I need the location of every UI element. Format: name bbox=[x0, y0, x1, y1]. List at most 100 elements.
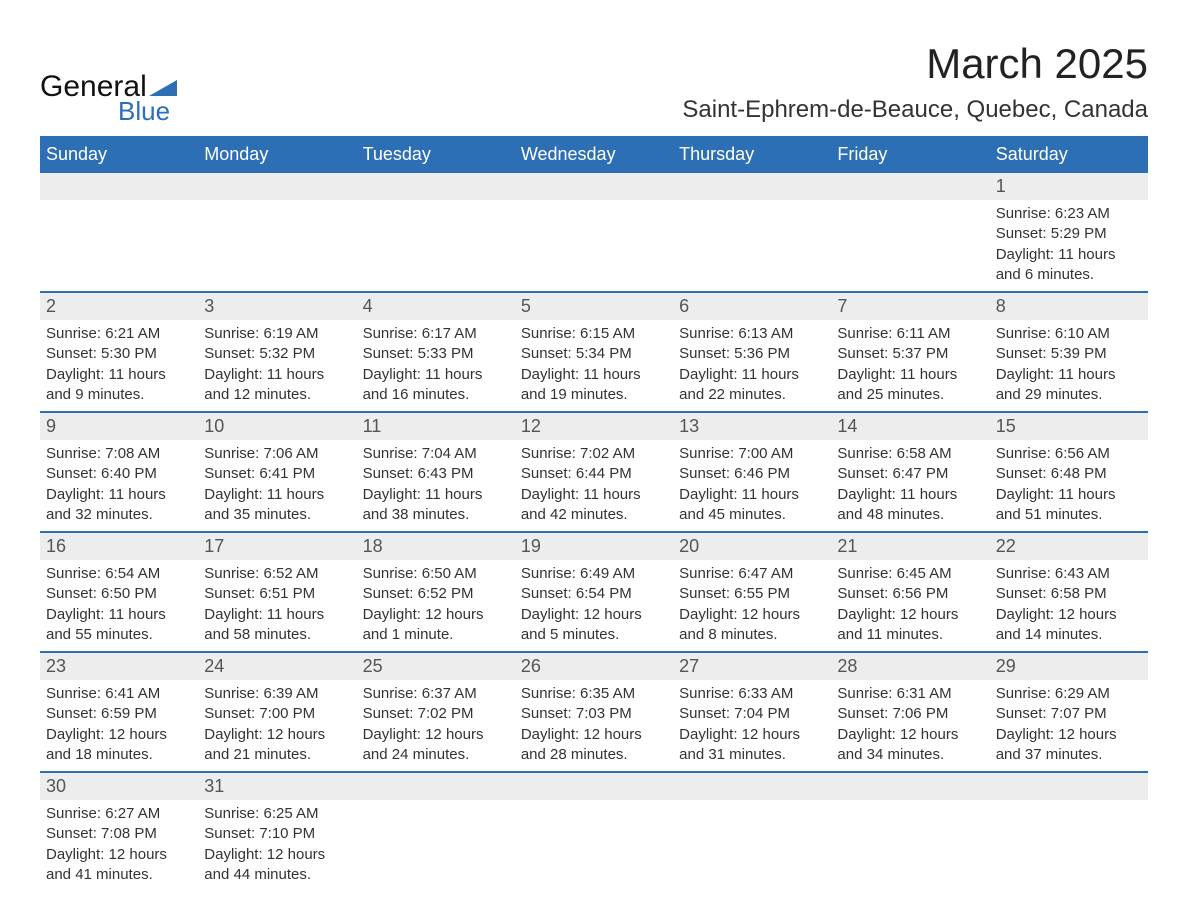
day-number bbox=[673, 773, 831, 800]
daylight-text: Daylight: 11 hours bbox=[204, 605, 350, 625]
day-number: 30 bbox=[40, 773, 198, 800]
day-number: 1 bbox=[990, 173, 1148, 200]
day-number: 17 bbox=[198, 533, 356, 560]
weekday-header-cell: Tuesday bbox=[357, 136, 515, 173]
daylight-text: and 35 minutes. bbox=[204, 505, 350, 525]
daylight-text: Daylight: 12 hours bbox=[679, 725, 825, 745]
daylight-text: Daylight: 12 hours bbox=[837, 605, 983, 625]
day-detail-cell: Sunrise: 6:52 AMSunset: 6:51 PMDaylight:… bbox=[198, 560, 356, 651]
daylight-text: Daylight: 12 hours bbox=[46, 725, 192, 745]
day-detail-cell: Sunrise: 6:31 AMSunset: 7:06 PMDaylight:… bbox=[831, 680, 989, 771]
detail-row: Sunrise: 6:21 AMSunset: 5:30 PMDaylight:… bbox=[40, 320, 1148, 411]
detail-row: Sunrise: 6:23 AMSunset: 5:29 PMDaylight:… bbox=[40, 200, 1148, 291]
sunset-text: Sunset: 6:41 PM bbox=[204, 464, 350, 484]
daylight-text: and 22 minutes. bbox=[679, 385, 825, 405]
day-number: 23 bbox=[40, 653, 198, 680]
sunrise-text: Sunrise: 6:58 AM bbox=[837, 444, 983, 464]
sunset-text: Sunset: 7:03 PM bbox=[521, 704, 667, 724]
daylight-text: Daylight: 12 hours bbox=[679, 605, 825, 625]
daylight-text: Daylight: 11 hours bbox=[46, 485, 192, 505]
sunset-text: Sunset: 7:10 PM bbox=[204, 824, 350, 844]
day-detail-cell: Sunrise: 6:11 AMSunset: 5:37 PMDaylight:… bbox=[831, 320, 989, 411]
sunset-text: Sunset: 6:54 PM bbox=[521, 584, 667, 604]
sunset-text: Sunset: 5:30 PM bbox=[46, 344, 192, 364]
sunrise-text: Sunrise: 6:39 AM bbox=[204, 684, 350, 704]
daylight-text: Daylight: 11 hours bbox=[204, 485, 350, 505]
daylight-text: Daylight: 11 hours bbox=[837, 365, 983, 385]
day-number: 4 bbox=[357, 293, 515, 320]
sunrise-text: Sunrise: 6:11 AM bbox=[837, 324, 983, 344]
weeks-container: 1Sunrise: 6:23 AMSunset: 5:29 PMDaylight… bbox=[40, 173, 1148, 891]
day-number: 31 bbox=[198, 773, 356, 800]
sunset-text: Sunset: 6:46 PM bbox=[679, 464, 825, 484]
daylight-text: Daylight: 12 hours bbox=[521, 605, 667, 625]
sunset-text: Sunset: 7:08 PM bbox=[46, 824, 192, 844]
sunset-text: Sunset: 5:32 PM bbox=[204, 344, 350, 364]
sunset-text: Sunset: 7:04 PM bbox=[679, 704, 825, 724]
daynum-row: 1 bbox=[40, 173, 1148, 200]
sunset-text: Sunset: 7:06 PM bbox=[837, 704, 983, 724]
day-number: 6 bbox=[673, 293, 831, 320]
daylight-text: and 55 minutes. bbox=[46, 625, 192, 645]
sunrise-text: Sunrise: 6:29 AM bbox=[996, 684, 1142, 704]
daylight-text: Daylight: 12 hours bbox=[363, 725, 509, 745]
sunset-text: Sunset: 6:58 PM bbox=[996, 584, 1142, 604]
day-number: 11 bbox=[357, 413, 515, 440]
detail-row: Sunrise: 6:41 AMSunset: 6:59 PMDaylight:… bbox=[40, 680, 1148, 771]
daynum-row: 2345678 bbox=[40, 291, 1148, 320]
day-number: 16 bbox=[40, 533, 198, 560]
day-number: 22 bbox=[990, 533, 1148, 560]
sunrise-text: Sunrise: 6:27 AM bbox=[46, 804, 192, 824]
sunrise-text: Sunrise: 6:23 AM bbox=[996, 204, 1142, 224]
day-number: 3 bbox=[198, 293, 356, 320]
daylight-text: and 51 minutes. bbox=[996, 505, 1142, 525]
daylight-text: Daylight: 11 hours bbox=[363, 365, 509, 385]
sunset-text: Sunset: 6:59 PM bbox=[46, 704, 192, 724]
day-number: 13 bbox=[673, 413, 831, 440]
sunrise-text: Sunrise: 7:02 AM bbox=[521, 444, 667, 464]
daylight-text: and 5 minutes. bbox=[521, 625, 667, 645]
day-number: 18 bbox=[357, 533, 515, 560]
day-number: 27 bbox=[673, 653, 831, 680]
daynum-row: 9101112131415 bbox=[40, 411, 1148, 440]
day-detail-cell bbox=[515, 200, 673, 291]
daylight-text: and 42 minutes. bbox=[521, 505, 667, 525]
daylight-text: and 14 minutes. bbox=[996, 625, 1142, 645]
daylight-text: and 6 minutes. bbox=[996, 265, 1142, 285]
daylight-text: and 11 minutes. bbox=[837, 625, 983, 645]
sunset-text: Sunset: 5:34 PM bbox=[521, 344, 667, 364]
title-block: March 2025 Saint-Ephrem-de-Beauce, Quebe… bbox=[682, 40, 1148, 124]
day-detail-cell: Sunrise: 6:41 AMSunset: 6:59 PMDaylight:… bbox=[40, 680, 198, 771]
logo: General Blue bbox=[40, 72, 177, 124]
daylight-text: Daylight: 12 hours bbox=[837, 725, 983, 745]
day-detail-cell: Sunrise: 6:33 AMSunset: 7:04 PMDaylight:… bbox=[673, 680, 831, 771]
day-detail-cell: Sunrise: 6:56 AMSunset: 6:48 PMDaylight:… bbox=[990, 440, 1148, 531]
day-detail-cell: Sunrise: 7:08 AMSunset: 6:40 PMDaylight:… bbox=[40, 440, 198, 531]
weekday-header-cell: Sunday bbox=[40, 136, 198, 173]
sunset-text: Sunset: 6:56 PM bbox=[837, 584, 983, 604]
day-detail-cell: Sunrise: 6:10 AMSunset: 5:39 PMDaylight:… bbox=[990, 320, 1148, 411]
day-number: 21 bbox=[831, 533, 989, 560]
day-detail-cell: Sunrise: 6:50 AMSunset: 6:52 PMDaylight:… bbox=[357, 560, 515, 651]
day-detail-cell: Sunrise: 6:39 AMSunset: 7:00 PMDaylight:… bbox=[198, 680, 356, 771]
day-number: 7 bbox=[831, 293, 989, 320]
day-detail-cell: Sunrise: 6:23 AMSunset: 5:29 PMDaylight:… bbox=[990, 200, 1148, 291]
day-number bbox=[831, 173, 989, 200]
day-detail-cell bbox=[515, 800, 673, 891]
day-number bbox=[357, 173, 515, 200]
daylight-text: and 8 minutes. bbox=[679, 625, 825, 645]
daylight-text: and 58 minutes. bbox=[204, 625, 350, 645]
sunset-text: Sunset: 5:39 PM bbox=[996, 344, 1142, 364]
detail-row: Sunrise: 6:54 AMSunset: 6:50 PMDaylight:… bbox=[40, 560, 1148, 651]
daylight-text: Daylight: 11 hours bbox=[363, 485, 509, 505]
sunrise-text: Sunrise: 6:17 AM bbox=[363, 324, 509, 344]
daylight-text: and 25 minutes. bbox=[837, 385, 983, 405]
daylight-text: Daylight: 11 hours bbox=[679, 365, 825, 385]
day-number: 20 bbox=[673, 533, 831, 560]
daylight-text: and 41 minutes. bbox=[46, 865, 192, 885]
day-detail-cell bbox=[357, 800, 515, 891]
sunset-text: Sunset: 5:33 PM bbox=[363, 344, 509, 364]
day-detail-cell: Sunrise: 6:21 AMSunset: 5:30 PMDaylight:… bbox=[40, 320, 198, 411]
day-number: 25 bbox=[357, 653, 515, 680]
day-detail-cell bbox=[990, 800, 1148, 891]
